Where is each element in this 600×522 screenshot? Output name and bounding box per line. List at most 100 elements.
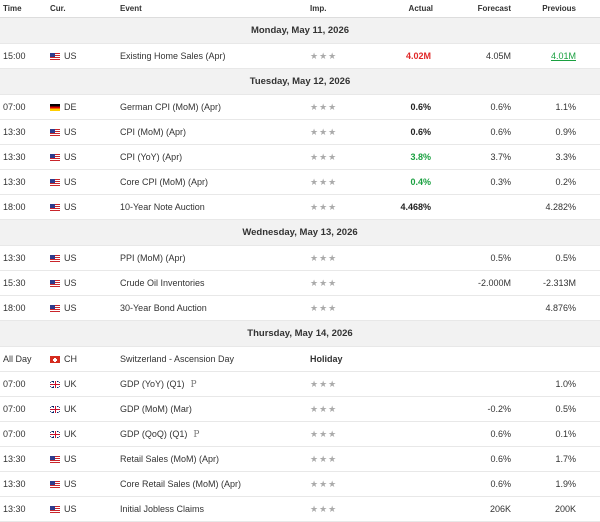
- event-row[interactable]: 07:00 UK GDP (MoM) (Mar) ★★★ -0.2% 0.5%: [0, 396, 600, 422]
- previous-value: 1.1%: [513, 94, 600, 120]
- event-name-text[interactable]: Core Retail Sales (MoM) (Apr): [120, 479, 242, 489]
- event-name-text[interactable]: CPI (YoY) (Apr): [120, 152, 183, 162]
- event-name-text[interactable]: Initial Jobless Claims: [120, 504, 205, 514]
- importance-stars-icon: ★★★: [310, 478, 338, 489]
- event-time: 15:30: [0, 270, 50, 296]
- us-flag-icon: [50, 280, 60, 287]
- event-name-text[interactable]: Crude Oil Inventories: [120, 278, 205, 288]
- importance-stars: ★★★: [310, 144, 395, 170]
- importance-stars-icon: ★★★: [310, 252, 338, 263]
- event-name[interactable]: Retail Sales (MoM) (Apr): [120, 446, 310, 472]
- event-currency: US: [50, 144, 120, 170]
- event-row[interactable]: 13:30 US Core CPI (MoM) (Apr) ★★★ 0.4% 0.3% 0.…: [0, 169, 600, 195]
- event-row[interactable]: 18:00 US 10-Year Note Auction ★★★ 4.468% 4.28…: [0, 194, 600, 220]
- previous-value[interactable]: 4.01M: [513, 43, 600, 69]
- actual-value: 3.8%: [395, 144, 433, 170]
- importance-stars: ★★★: [310, 371, 395, 397]
- importance-stars: ★★★: [310, 421, 395, 447]
- event-name-text[interactable]: Switzerland - Ascension Day: [120, 354, 235, 364]
- event-name[interactable]: Existing Home Sales (Apr): [120, 43, 310, 69]
- col-actual[interactable]: Actual: [395, 0, 433, 18]
- event-currency: US: [50, 446, 120, 472]
- forecast-value: -2.000M: [433, 270, 513, 296]
- event-name-text[interactable]: German CPI (MoM) (Apr): [120, 102, 222, 112]
- importance-stars-icon: ★★★: [310, 176, 338, 187]
- actual-value: 4.468%: [395, 194, 433, 220]
- event-name[interactable]: German CPI (MoM) (Apr): [120, 94, 310, 120]
- col-event[interactable]: Event: [120, 0, 310, 18]
- event-name[interactable]: 30-Year Bond Auction: [120, 295, 310, 321]
- event-name[interactable]: GDP (MoM) (Mar): [120, 396, 310, 422]
- event-row[interactable]: 13:30 US PPI (MoM) (Apr) ★★★ 0.5% 0.5%: [0, 245, 600, 271]
- currency-code: US: [64, 51, 77, 61]
- event-row[interactable]: 18:00 US 30-Year Bond Auction ★★★ 4.876%: [0, 295, 600, 321]
- event-name[interactable]: GDP (QoQ) (Q1) P: [120, 421, 310, 447]
- day-title: Wednesday, May 13, 2026: [0, 219, 600, 246]
- event-name[interactable]: Core Retail Sales (MoM) (Apr): [120, 471, 310, 497]
- col-importance[interactable]: Imp.: [310, 0, 395, 18]
- event-time: 13:30: [0, 169, 50, 195]
- actual-value: 0.6%: [395, 119, 433, 145]
- importance-stars: ★★★: [310, 169, 395, 195]
- event-name[interactable]: 10-Year Note Auction: [120, 194, 310, 220]
- currency-code: US: [64, 504, 77, 514]
- currency-code: US: [64, 278, 77, 288]
- event-name[interactable]: PPI (MoM) (Apr): [120, 245, 310, 271]
- preliminary-icon: P: [190, 379, 197, 390]
- event-row[interactable]: 07:00 DE German CPI (MoM) (Apr) ★★★ 0.6% 0.6%…: [0, 94, 600, 120]
- event-name-text[interactable]: 30-Year Bond Auction: [120, 303, 207, 313]
- forecast-value: [433, 194, 513, 220]
- event-time: 13:30: [0, 446, 50, 472]
- importance-stars-icon: ★★★: [310, 302, 338, 313]
- event-row[interactable]: 07:00 UK GDP (YoY) (Q1) P ★★★ 1.0%: [0, 371, 600, 397]
- event-row[interactable]: 13:30 US Retail Sales (MoM) (Apr) ★★★ 0.6% 1.…: [0, 446, 600, 472]
- event-row[interactable]: 15:00 US Existing Home Sales (Apr) ★★★ 4.02M…: [0, 43, 600, 69]
- event-row[interactable]: 07:00 UK GDP (QoQ) (Q1) P ★★★ 0.6% 0.1%: [0, 421, 600, 447]
- importance-stars: ★★★: [310, 245, 395, 271]
- col-previous[interactable]: Previous: [513, 0, 600, 18]
- event-name[interactable]: CPI (YoY) (Apr): [120, 144, 310, 170]
- event-currency: UK: [50, 371, 120, 397]
- event-row[interactable]: All Day CH Switzerland - Ascension Day Holi…: [0, 346, 600, 372]
- event-name-text[interactable]: GDP (YoY) (Q1): [120, 378, 185, 389]
- previous-value: 4.876%: [513, 295, 600, 321]
- event-time: 13:30: [0, 471, 50, 497]
- event-name-text[interactable]: Core CPI (MoM) (Apr): [120, 177, 209, 187]
- event-time: 18:00: [0, 295, 50, 321]
- day-title: Tuesday, May 12, 2026: [0, 68, 600, 95]
- us-flag-icon: [50, 204, 60, 211]
- holiday-label: Holiday: [310, 346, 395, 372]
- event-row[interactable]: 15:30 US Crude Oil Inventories ★★★ -2.000M -2…: [0, 270, 600, 296]
- event-currency: US: [50, 245, 120, 271]
- previous-value: 0.5%: [513, 245, 600, 271]
- importance-stars-icon: ★★★: [310, 101, 338, 112]
- event-name-text[interactable]: PPI (MoM) (Apr): [120, 253, 186, 263]
- col-forecast[interactable]: Forecast: [433, 0, 513, 18]
- importance-stars: ★★★: [310, 194, 395, 220]
- event-time: 13:30: [0, 245, 50, 271]
- col-time[interactable]: Time: [0, 0, 50, 18]
- event-name-text[interactable]: Retail Sales (MoM) (Apr): [120, 454, 220, 464]
- event-name-text[interactable]: GDP (MoM) (Mar): [120, 404, 192, 414]
- importance-stars-icon: ★★★: [310, 277, 338, 288]
- us-flag-icon: [50, 154, 60, 161]
- event-name[interactable]: Crude Oil Inventories: [120, 270, 310, 296]
- event-time: 07:00: [0, 396, 50, 422]
- event-row[interactable]: 13:30 US CPI (YoY) (Apr) ★★★ 3.8% 3.7% 3.3%: [0, 144, 600, 170]
- event-row[interactable]: 13:30 US CPI (MoM) (Apr) ★★★ 0.6% 0.6% 0.9%: [0, 119, 600, 145]
- event-name-text[interactable]: 10-Year Note Auction: [120, 202, 205, 212]
- event-name[interactable]: CPI (MoM) (Apr): [120, 119, 310, 145]
- event-name[interactable]: Switzerland - Ascension Day: [120, 346, 310, 372]
- actual-value: 0.6%: [395, 94, 433, 120]
- event-name-text[interactable]: CPI (MoM) (Apr): [120, 127, 186, 137]
- event-name-text[interactable]: GDP (QoQ) (Q1): [120, 428, 188, 439]
- event-name-text[interactable]: Existing Home Sales (Apr): [120, 51, 226, 61]
- event-row[interactable]: 13:30 US Core Retail Sales (MoM) (Apr) ★★★ 0…: [0, 471, 600, 497]
- importance-stars-icon: ★★★: [310, 50, 338, 61]
- col-currency[interactable]: Cur.: [50, 0, 120, 18]
- event-name[interactable]: GDP (YoY) (Q1) P: [120, 371, 310, 397]
- event-name[interactable]: Core CPI (MoM) (Apr): [120, 169, 310, 195]
- actual-value: [395, 245, 433, 271]
- calendar-body: Monday, May 11, 2026 15:00 US Existing Home…: [0, 17, 600, 522]
